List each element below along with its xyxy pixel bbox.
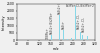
Bar — [51, 35, 52, 40]
Bar — [79, 30, 80, 40]
Text: PbEt2+.Cl-: PbEt2+.Cl- — [77, 13, 81, 29]
Text: PbEt2+/Et2Pb+: PbEt2+/Et2Pb+ — [57, 0, 62, 14]
Bar — [87, 36, 88, 40]
Bar — [80, 32, 81, 40]
Text: PbEt2+/Et2Pb+: PbEt2+/Et2Pb+ — [50, 11, 54, 34]
Bar — [75, 6, 76, 40]
Bar — [67, 39, 68, 40]
Y-axis label: Intensity: Intensity — [2, 14, 6, 30]
Text: Et3Pb+Cl-/Et3Pb+2: Et3Pb+Cl-/Et3Pb+2 — [65, 4, 94, 8]
Bar — [71, 38, 72, 40]
Text: 108Pb+: 108Pb+ — [46, 27, 50, 39]
Text: Et3Pb+Cl-/Et3Pb+Cl-: Et3Pb+Cl-/Et3Pb+Cl- — [61, 1, 90, 5]
Text: PbEt+: PbEt+ — [61, 20, 65, 29]
Bar — [82, 35, 83, 40]
Bar — [63, 30, 64, 40]
Bar — [59, 15, 60, 40]
Text: PbEt2+.Cl-: PbEt2+.Cl- — [82, 16, 86, 32]
Bar — [39, 39, 40, 40]
X-axis label: m/z: m/z — [53, 47, 59, 51]
